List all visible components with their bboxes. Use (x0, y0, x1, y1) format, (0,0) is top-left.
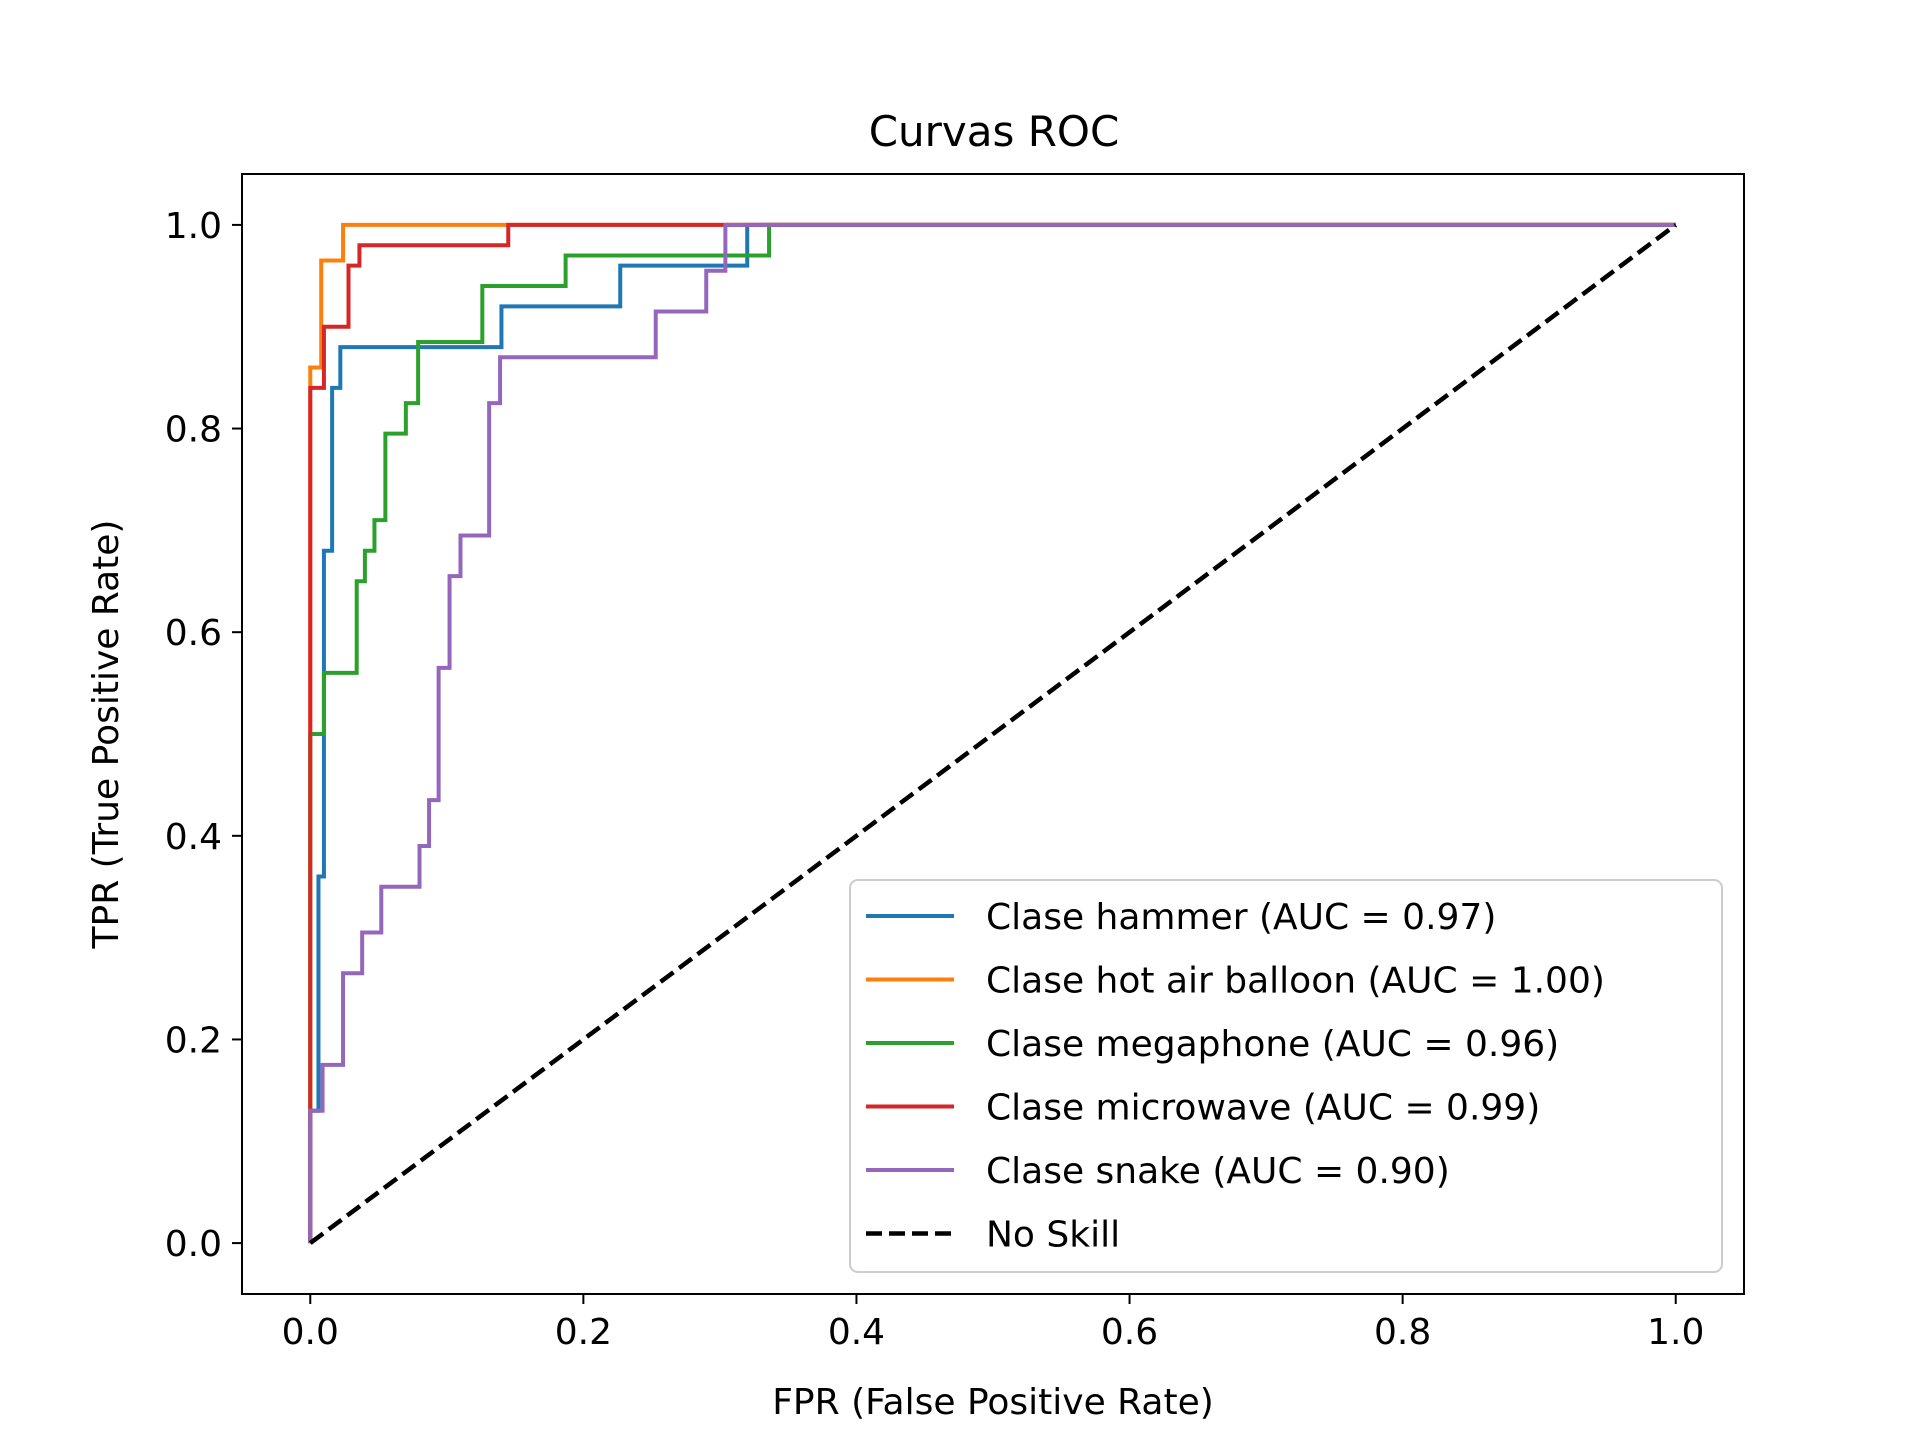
y-tick-label: 1.0 (165, 206, 222, 247)
legend-label-4: Clase snake (AUC = 0.90) (986, 1151, 1450, 1192)
x-tick-label: 0.6 (1101, 1312, 1158, 1353)
legend-label-3: Clase microwave (AUC = 0.99) (986, 1088, 1540, 1129)
legend-label-1: Clase hot air balloon (AUC = 1.00) (986, 961, 1605, 1002)
x-tick-label: 0.2 (555, 1312, 612, 1353)
series-line-0 (308, 222, 1676, 1244)
y-tick-label: 0.0 (165, 1224, 222, 1265)
y-tick-label: 0.4 (165, 817, 222, 858)
legend-label-5: No Skill (986, 1215, 1120, 1256)
x-tick-label: 0.0 (282, 1312, 339, 1353)
chart-title: Curvas ROC (869, 107, 1120, 156)
legend: Clase hammer (AUC = 0.97) Clase hot air b… (849, 879, 1723, 1273)
series-layer (308, 222, 1678, 1245)
y-tick-label: 0.6 (165, 613, 222, 654)
x-axis: 0.0 0.2 0.4 0.6 0.8 1.0 (282, 1294, 1704, 1353)
x-tick-label: 0.8 (1374, 1312, 1431, 1353)
series-line-5 (308, 223, 1678, 1245)
legend-frame (849, 879, 1723, 1273)
x-tick-label: 1.0 (1647, 1312, 1704, 1353)
y-axis-label: TPR (True Positive Rate) (86, 520, 127, 950)
series-line-4 (308, 222, 1676, 1244)
legend-label-2: Clase megaphone (AUC = 0.96) (986, 1024, 1559, 1065)
series-line-2 (308, 222, 1676, 1244)
y-axis: 0.0 0.2 0.4 0.6 0.8 1.0 (165, 206, 242, 1265)
series-line-1 (308, 222, 1676, 1244)
x-axis-label: FPR (False Positive Rate) (772, 1382, 1214, 1423)
x-tick-label: 0.4 (828, 1312, 885, 1353)
y-tick-label: 0.8 (165, 410, 222, 451)
y-tick-label: 0.2 (165, 1020, 222, 1061)
legend-label-0: Clase hammer (AUC = 0.97) (986, 897, 1496, 938)
plot-area-frame (241, 173, 1745, 1295)
series-line-3 (308, 222, 1676, 1244)
